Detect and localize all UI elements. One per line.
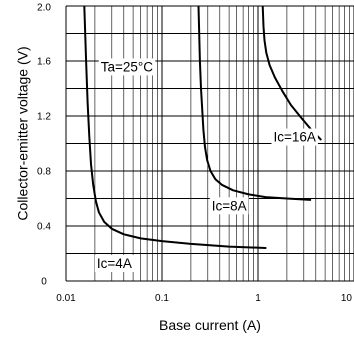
tick-labels: 0.01 0.1 1 10 0 0.4 0.8 1.2 1.6 2.0 xyxy=(37,3,352,304)
annotation-label: Ta=25°C xyxy=(101,59,154,74)
annotation-bg xyxy=(271,128,318,146)
x-tick-label: 10 xyxy=(341,293,353,304)
annotation-label: Ic=16A xyxy=(273,130,315,145)
y-tick-label: 2.0 xyxy=(37,3,51,14)
annotation-bg xyxy=(98,58,156,76)
y-tick-label: 0.4 xyxy=(37,222,51,233)
series-line-2 xyxy=(197,6,312,201)
y-tick-label: 0 xyxy=(41,277,47,288)
series-line-3 xyxy=(261,6,322,141)
x-tick-label: 1 xyxy=(255,293,261,304)
annotation-bg xyxy=(209,197,249,215)
annotation-label: Ic=8A xyxy=(212,198,247,213)
annotation-group-2: Ic=16A xyxy=(271,128,318,146)
x-tick-label: 0.01 xyxy=(56,293,76,304)
y-tick-label: 1.2 xyxy=(37,112,51,123)
y-tick-label: 0.8 xyxy=(37,167,51,178)
x-tick-label: 0.1 xyxy=(155,293,169,304)
y-axis-label: Collector-emitter voltage (V) xyxy=(15,46,31,220)
annotation-group-4: Ic=4A xyxy=(94,255,134,273)
series-line-1 xyxy=(83,6,267,249)
curves xyxy=(83,6,322,249)
annotation-group-3: Ic=8A xyxy=(209,197,249,215)
annotation-bg xyxy=(94,255,134,273)
annotations: Ta=25°C Ic=16A Ic=8A Ic=4A xyxy=(94,58,318,273)
annotation-group-1: Ta=25°C xyxy=(98,58,156,76)
y-tick-label: 1.6 xyxy=(37,57,51,68)
x-axis-label: Base current (A) xyxy=(159,317,261,333)
annotation-label: Ic=4A xyxy=(97,256,132,271)
